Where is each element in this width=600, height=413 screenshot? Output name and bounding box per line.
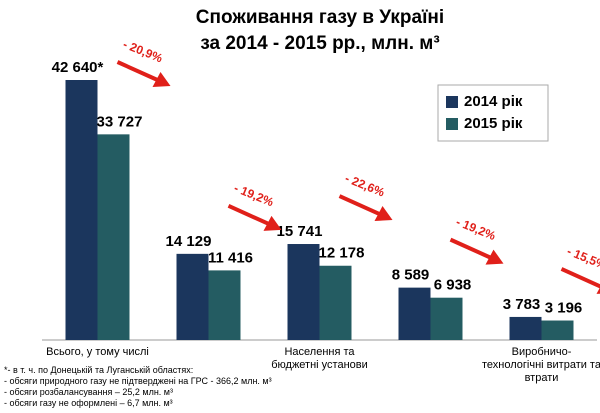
bar — [398, 287, 431, 340]
bar — [176, 253, 209, 340]
footnote: - обсяги природного газу не підтверджені… — [4, 376, 272, 386]
value-label: 6 938 — [434, 277, 472, 294]
change-label: - 22,6% — [343, 171, 387, 200]
change-label: - 19,2% — [232, 181, 276, 210]
legend-label: 2014 рік — [464, 93, 523, 110]
arrow-head — [485, 249, 504, 265]
chart-title: Споживання газу в Україні — [196, 7, 444, 28]
legend — [437, 84, 549, 142]
value-label: 33 727 — [97, 113, 143, 130]
arrow-head — [374, 206, 393, 222]
footnote: - обсяги розбалансування – 25,2 млн. м³ — [4, 387, 173, 397]
value-label: 42 640* — [52, 59, 104, 76]
change-label: - 20,9% — [121, 37, 165, 66]
bar — [541, 320, 574, 340]
arrow-shaft — [116, 60, 159, 82]
legend-swatch — [446, 118, 458, 130]
x-tick-label: Населення та бюджетні установи — [271, 346, 368, 371]
bar — [208, 270, 241, 340]
chart-subtitle: за 2014 - 2015 рр., млн. м³ — [200, 33, 439, 54]
change-label: - 15,5% — [565, 244, 600, 273]
bar — [319, 265, 352, 340]
arrow-head — [596, 287, 600, 294]
x-tick-label: Всього, у тому числі — [46, 346, 149, 358]
arrow-shaft — [449, 237, 492, 260]
change-label: - 19,2% — [454, 215, 498, 244]
value-label: 11 416 — [208, 249, 253, 266]
bar — [509, 316, 542, 340]
footnote: *- в т. ч. по Донецькій та Луганській об… — [4, 365, 194, 375]
arrow-shaft — [560, 267, 600, 289]
value-label: 12 178 — [319, 245, 365, 262]
value-label: 3 783 — [503, 296, 541, 313]
bar — [97, 134, 130, 340]
value-label: 8 589 — [392, 267, 430, 284]
x-tick-label: Виробничо-технологічні витрати та втрати — [482, 346, 600, 384]
value-label: 15 741 — [277, 223, 323, 240]
value-label: 3 196 — [545, 299, 583, 316]
arrow-shaft — [227, 204, 270, 226]
arrow-shaft — [338, 194, 381, 216]
bar — [65, 80, 98, 340]
legend-label: 2015 рік — [464, 115, 523, 132]
bar — [287, 244, 320, 340]
value-label: 14 129 — [166, 233, 212, 250]
arrow-head — [152, 72, 171, 87]
arrow-head — [263, 215, 282, 231]
bar — [430, 297, 463, 340]
legend-swatch — [446, 96, 458, 108]
footnote: - обсяги газу не оформлені – 6,7 млн. м³ — [4, 398, 173, 408]
